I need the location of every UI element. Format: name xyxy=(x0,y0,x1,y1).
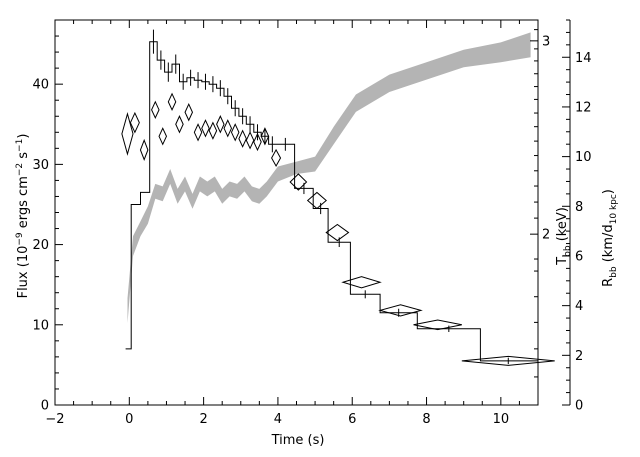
temperature-diamond xyxy=(325,223,350,242)
left-y-tick-label: 20 xyxy=(32,238,49,253)
radius-band-layer xyxy=(127,32,531,324)
temperature-diamond xyxy=(175,115,184,134)
left-y-axis-label: Flux (10−9 ergs cm−2 s−1) xyxy=(15,134,31,299)
temperature-diamond xyxy=(139,138,149,161)
temperature-diamond xyxy=(378,304,423,317)
flux-histogram xyxy=(125,41,538,362)
x-tick-label: 6 xyxy=(348,412,356,427)
radius-tick-label: 12 xyxy=(575,100,592,115)
x-tick-label: 0 xyxy=(125,412,133,427)
temperature-tick-label: 2 xyxy=(542,228,550,243)
temperature-diamond xyxy=(216,115,225,134)
x-tick-label: 4 xyxy=(274,412,282,427)
radius-tick-label: 10 xyxy=(575,150,592,165)
radius-tick-label: 0 xyxy=(575,399,583,414)
plot-frame xyxy=(54,19,539,406)
x-tick-label: 2 xyxy=(199,412,207,427)
radius-axis-label: Rbb (km/d10 kpc) xyxy=(601,189,619,287)
temperature-diamond xyxy=(413,319,462,331)
temperature-diamond xyxy=(158,127,168,146)
temperature-diamond xyxy=(289,173,308,191)
left-y-tick-label: 0 xyxy=(41,399,49,414)
temperature-diamond xyxy=(341,276,382,289)
temperature-diamond xyxy=(184,103,194,122)
temperature-diamond xyxy=(129,111,140,134)
temperature-diamond xyxy=(230,123,240,142)
temperature-diamond xyxy=(223,119,233,138)
temperature-diamond xyxy=(151,100,160,120)
radius-tick-label: 2 xyxy=(575,349,583,364)
temperature-diamond xyxy=(260,127,270,146)
temperature-axis-label: Tbb (keV) xyxy=(555,207,573,266)
left-y-tick-label: 30 xyxy=(32,158,49,173)
x-axis-label: Time (s) xyxy=(271,433,325,448)
temperature-diamond xyxy=(245,131,255,150)
radius-tick-label: 8 xyxy=(575,200,583,215)
radius-band xyxy=(127,32,531,324)
temperature-diamond xyxy=(121,111,134,156)
temperature-diamond xyxy=(201,119,210,138)
temperature-diamond xyxy=(253,132,262,152)
x-tick-label: 8 xyxy=(422,412,430,427)
radius-tick-label: 14 xyxy=(575,51,592,66)
temperature-diamond xyxy=(167,92,177,112)
left-y-tick-label: 10 xyxy=(32,318,49,333)
temperature-diamond xyxy=(306,191,327,210)
temperature-tick-label: 3 xyxy=(542,34,550,49)
left-y-tick-label: 40 xyxy=(32,78,49,93)
flux-histogram-layer xyxy=(125,29,538,365)
temperature-diamond xyxy=(461,355,555,366)
temperature-diamond xyxy=(271,148,282,168)
radius-tick-label: 4 xyxy=(575,299,583,314)
temperature-diamond xyxy=(238,129,247,148)
x-tick-label: −2 xyxy=(45,412,64,427)
radius-tick-label: 6 xyxy=(575,249,583,264)
temperature-diamond xyxy=(193,123,203,142)
temperature-diamond xyxy=(208,121,218,140)
x-tick-label: 10 xyxy=(493,412,510,427)
temperature-diamond-layer xyxy=(121,92,555,366)
